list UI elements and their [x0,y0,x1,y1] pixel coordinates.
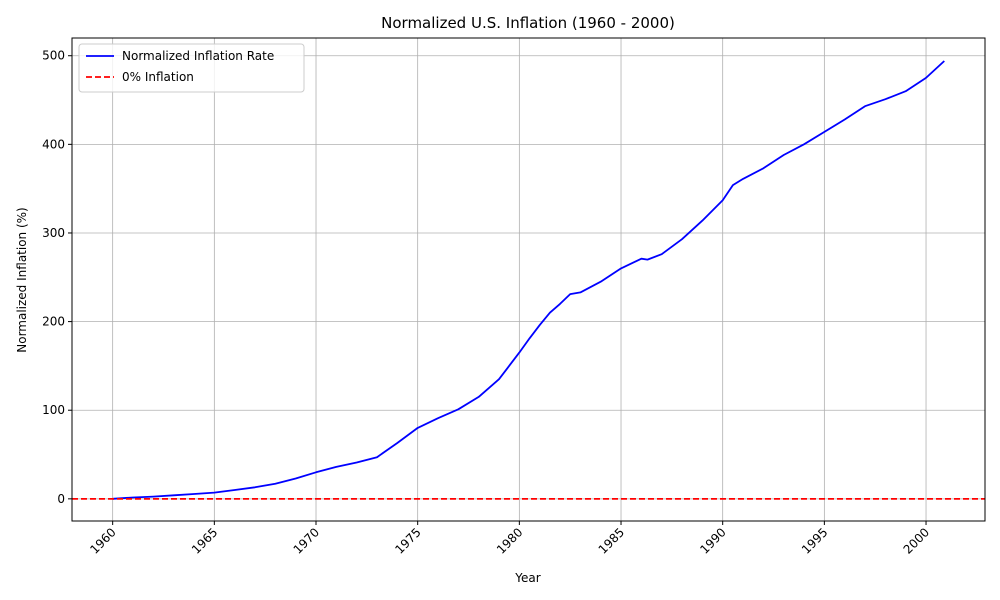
y-axis-ticks: 0 100 200 300 400 500 [42,49,72,506]
y-axis-label: Normalized Inflation (%) [15,207,29,353]
y-tick-label: 100 [42,403,65,417]
legend: Normalized Inflation Rate 0% Inflation [78,43,305,93]
legend-label-inflation-rate: Normalized Inflation Rate [122,49,274,63]
chart-title: Normalized U.S. Inflation (1960 - 2000) [381,14,675,32]
y-tick-label: 500 [42,49,65,63]
x-axis-label: Year [514,571,540,585]
legend-box [78,43,305,93]
y-tick-label: 300 [42,226,65,240]
plot-frame [71,37,986,522]
inflation-rate-line [112,60,945,500]
series-group [72,60,985,500]
legend-label-zero-inflation: 0% Inflation [122,70,194,84]
y-tick-label: 200 [42,315,65,329]
y-tick-label: 400 [42,137,65,151]
y-tick-label: 0 [57,492,65,506]
